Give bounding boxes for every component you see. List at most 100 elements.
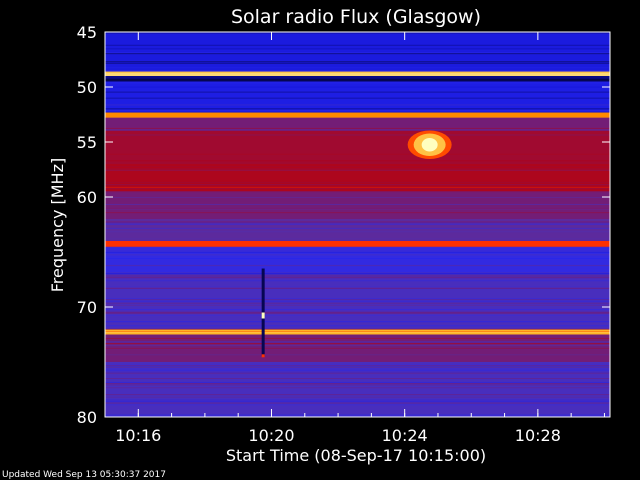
texture-row [105,186,610,188]
texture-row [105,298,610,300]
texture-row [105,383,610,385]
texture-row [105,372,610,374]
texture-row [105,97,610,99]
texture-row [105,314,610,316]
texture-row [105,394,610,396]
y-tick-label: 55 [77,133,97,152]
texture-row [105,188,610,190]
texture-row [105,384,610,386]
band-15 [105,362,610,417]
y-tick-label: 60 [77,188,97,207]
texture-row [105,414,610,416]
band-3 [105,81,610,113]
x-tick-label: 10:16 [115,426,161,445]
texture-row [105,366,610,368]
texture-row [105,250,610,252]
texture-row [105,61,610,63]
texture-row [105,378,610,380]
texture-row [105,399,610,401]
texture-row [105,203,610,205]
burst-core [421,138,438,152]
texture-row [105,128,610,130]
texture-row [105,276,610,278]
texture-row [105,264,610,266]
texture-row [105,342,610,344]
x-axis-label: Start Time (08-Sep-17 10:15:00) [226,446,486,465]
texture-row [105,168,610,170]
x-tick-label: 10:24 [382,426,428,445]
texture-row [105,184,610,186]
texture-row [105,231,610,233]
texture-row [105,77,610,79]
spike-bright-point [261,312,265,319]
band-1 [105,71,610,76]
texture-row [105,48,610,50]
texture-row [105,381,610,383]
texture-row [105,287,610,289]
y-axis-label: Frequency [MHz] [48,158,67,292]
texture-row [105,317,610,319]
texture-row [105,348,610,350]
texture-row [105,309,610,311]
texture-row [105,341,610,343]
plot-area [105,32,610,417]
texture-row [105,347,610,349]
texture-row [105,153,610,155]
y-tick-label: 80 [77,408,97,427]
texture-row [105,298,610,300]
texture-row [105,381,610,383]
texture-row [105,321,610,323]
texture-row [105,207,610,209]
texture-row [105,302,610,304]
y-tick-label: 50 [77,78,97,97]
texture-row [105,337,610,339]
texture-row [105,280,610,282]
texture-row [105,227,610,229]
texture-row [105,310,610,312]
texture-row [105,285,610,287]
texture-row [105,268,610,270]
texture-row [105,181,610,183]
texture-row [105,368,610,370]
texture-row [105,78,610,80]
texture-row [105,387,610,389]
x-axis: 10:16 10:20 10:24 10:28 [104,32,605,445]
updated-timestamp: Updated Wed Sep 13 05:30:37 2017 [2,470,166,480]
texture-row [105,82,610,84]
band-8 [105,191,610,219]
texture-row [105,61,610,63]
band-5 [105,117,610,131]
texture-row [105,273,610,275]
texture-row [105,91,610,93]
texture-row [105,328,610,330]
texture-row [105,277,610,279]
texture-row [105,251,610,253]
band-10 [105,241,610,247]
texture-row [105,196,610,198]
texture-row [105,326,610,328]
texture-row [105,373,610,375]
texture-row [105,341,610,343]
texture-row [105,127,610,129]
texture-row [105,160,610,162]
texture-row [105,265,610,267]
texture-row [105,208,610,210]
texture-row [105,364,610,366]
texture-row [105,404,610,406]
texture-row [105,49,610,51]
texture-row [105,70,610,72]
texture-row [105,415,610,417]
texture-row [105,86,610,88]
texture-row [105,369,610,371]
y-tick-label: 70 [77,298,97,317]
texture-row [105,311,610,313]
texture-row [105,191,610,193]
texture-row [105,71,610,73]
spike-tip [261,354,265,358]
texture-row [105,248,610,250]
texture-row [105,44,610,46]
y-tick-label: 45 [77,23,97,42]
texture-row [105,169,610,171]
texture-row [105,254,610,256]
texture-row [105,52,610,54]
